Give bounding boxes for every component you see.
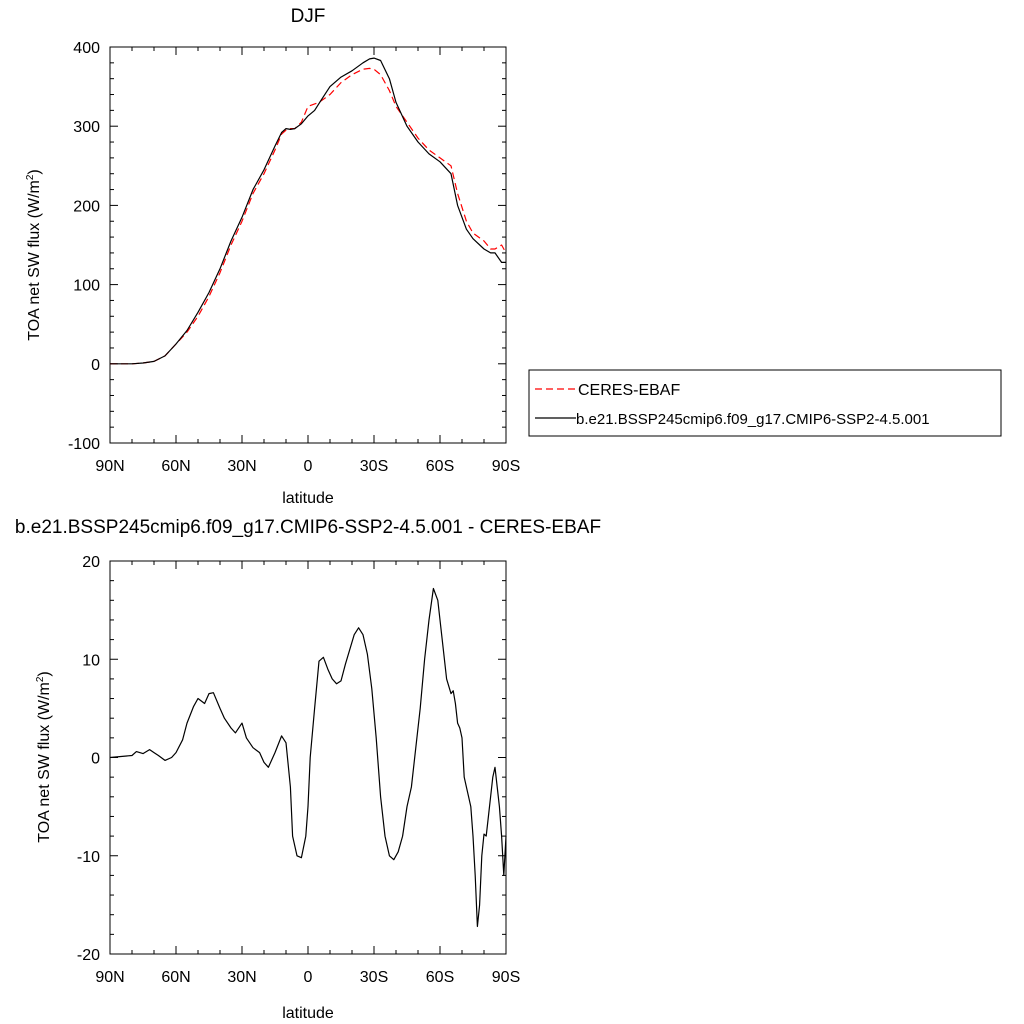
top-series-line-ceres-ebaf [110, 67, 507, 365]
bottom-series-line-difference [109, 587, 507, 928]
top-y-tick-label: 300 [73, 119, 100, 136]
top-series-line-model [110, 57, 506, 365]
top-y-tick-label: 400 [73, 40, 100, 57]
top-plot-frame [109, 46, 507, 444]
top-x-tick-label: 30S [360, 458, 388, 475]
top-y-tick-label: 100 [73, 278, 100, 295]
bottom-x-tick-label: 30N [227, 969, 256, 986]
bottom-y-tick-label: 20 [82, 554, 100, 571]
legend-label-ceres: CERES-EBAF [578, 382, 680, 399]
bottom-y-tick-label: -10 [77, 849, 100, 866]
top-y-tick-label: 0 [91, 357, 100, 374]
top-x-tick-label: 0 [304, 458, 313, 475]
top-x-tick-label: 30N [227, 458, 256, 475]
bottom-y-axis-label: TOA net SW flux (W/m2) [35, 671, 53, 843]
top-x-axis-label: latitude [282, 490, 334, 507]
legend: CERES-EBAF b.e21.BSSP245cmip6.f09_g17.CM… [528, 369, 1002, 437]
bottom-x-tick-label: 60S [426, 969, 454, 986]
bottom-y-tick-label: 10 [82, 652, 100, 669]
top-x-tick-label: 60N [161, 458, 190, 475]
top-chart-title: DJF [291, 6, 326, 27]
bottom-x-tick-label: 90S [492, 969, 520, 986]
top-y-tick-label: -100 [68, 436, 100, 453]
bottom-y-tick-label: -20 [77, 947, 100, 964]
top-y-axis-label: TOA net SW flux (W/m2) [25, 169, 43, 341]
bottom-chart-title: b.e21.BSSP245cmip6.f09_g17.CMIP6-SSP2-4.… [15, 517, 601, 538]
bottom-x-tick-label: 90N [95, 969, 124, 986]
bottom-x-tick-label: 0 [304, 969, 313, 986]
bottom-x-tick-label: 60N [161, 969, 190, 986]
bottom-x-tick-label: 30S [360, 969, 388, 986]
top-x-tick-label: 90N [95, 458, 124, 475]
top-x-tick-label: 60S [426, 458, 454, 475]
bottom-plot-frame [109, 560, 507, 955]
bottom-x-axis-label: latitude [282, 1005, 334, 1022]
legend-label-model: b.e21.BSSP245cmip6.f09_g17.CMIP6-SSP2-4.… [576, 411, 930, 428]
bottom-y-tick-label: 0 [91, 751, 100, 768]
top-y-tick-label: 200 [73, 198, 100, 215]
top-x-tick-label: 90S [492, 458, 520, 475]
